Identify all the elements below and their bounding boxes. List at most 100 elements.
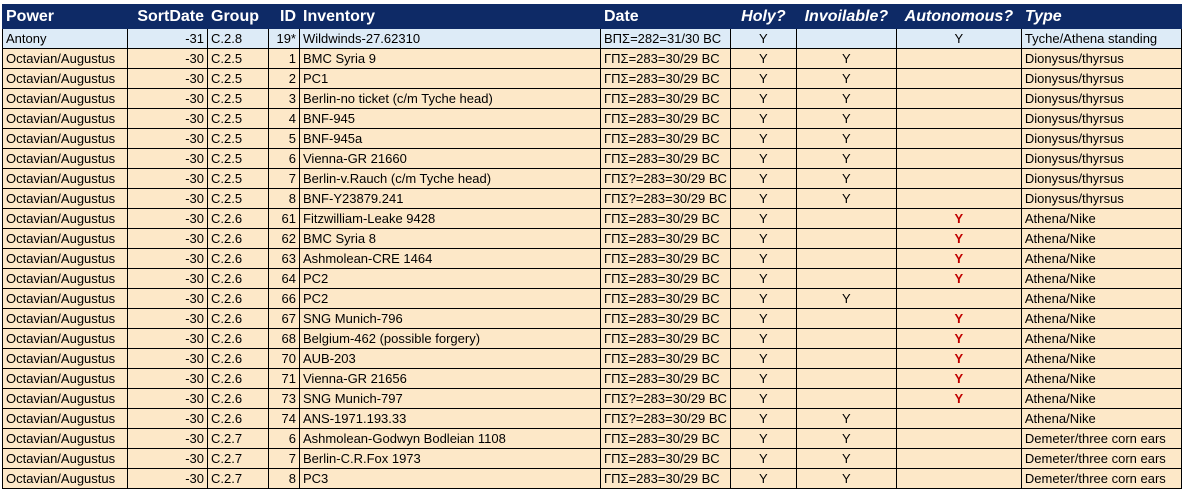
cell-inventory[interactable]: Wildwinds-27.62310 xyxy=(299,28,601,49)
cell-power[interactable]: Octavian/Augustus xyxy=(2,368,128,389)
cell-type[interactable]: Athena/Nike xyxy=(1020,268,1182,289)
cell-type[interactable]: Dionysus/thyrsus xyxy=(1020,48,1182,69)
cell-group[interactable]: C.2.5 xyxy=(207,148,269,169)
cell-type[interactable]: Athena/Nike xyxy=(1020,368,1182,389)
cell-invoilable[interactable] xyxy=(795,208,897,229)
cell-type[interactable]: Athena/Nike xyxy=(1020,408,1182,429)
cell-sortdate[interactable]: -30 xyxy=(127,208,208,229)
cell-group[interactable]: C.2.6 xyxy=(207,208,269,229)
header-id[interactable]: ID xyxy=(268,4,300,29)
cell-group[interactable]: C.2.6 xyxy=(207,268,269,289)
cell-sortdate[interactable]: -30 xyxy=(127,188,208,209)
cell-group[interactable]: C.2.7 xyxy=(207,468,269,489)
cell-sortdate[interactable]: -30 xyxy=(127,468,208,489)
cell-invoilable[interactable] xyxy=(795,248,897,269)
cell-autonomous[interactable] xyxy=(895,128,1022,149)
cell-type[interactable]: Athena/Nike xyxy=(1020,288,1182,309)
cell-power[interactable]: Octavian/Augustus xyxy=(2,108,128,129)
cell-inventory[interactable]: Berlin-C.R.Fox 1973 xyxy=(299,448,601,469)
cell-autonomous[interactable]: Y xyxy=(895,208,1022,229)
cell-invoilable[interactable]: Y xyxy=(795,168,897,189)
header-type[interactable]: Type xyxy=(1020,4,1182,29)
cell-type[interactable]: Dionysus/thyrsus xyxy=(1020,128,1182,149)
cell-inventory[interactable]: PC2 xyxy=(299,288,601,309)
cell-invoilable[interactable] xyxy=(795,308,897,329)
cell-holy[interactable]: Y xyxy=(729,188,797,209)
cell-date[interactable]: ΒΠΣ=282=31/30 BC xyxy=(600,28,731,49)
cell-type[interactable]: Demeter/three corn ears xyxy=(1020,448,1182,469)
cell-autonomous[interactable]: Y xyxy=(895,268,1022,289)
cell-inventory[interactable]: BNF-945 xyxy=(299,108,601,129)
cell-invoilable[interactable]: Y xyxy=(795,48,897,69)
cell-date[interactable]: ΓΠΣ=283=30/29 BC xyxy=(600,368,731,389)
cell-power[interactable]: Octavian/Augustus xyxy=(2,308,128,329)
cell-autonomous[interactable] xyxy=(895,188,1022,209)
cell-autonomous[interactable] xyxy=(895,88,1022,109)
cell-sortdate[interactable]: -30 xyxy=(127,228,208,249)
cell-id[interactable]: 71 xyxy=(268,368,300,389)
cell-power[interactable]: Antony xyxy=(2,28,128,49)
cell-group[interactable]: C.2.6 xyxy=(207,288,269,309)
cell-group[interactable]: C.2.6 xyxy=(207,248,269,269)
cell-sortdate[interactable]: -30 xyxy=(127,448,208,469)
cell-power[interactable]: Octavian/Augustus xyxy=(2,408,128,429)
cell-type[interactable]: Athena/Nike xyxy=(1020,308,1182,329)
header-invoilable[interactable]: Invoilable? xyxy=(795,4,897,29)
cell-date[interactable]: ΓΠΣ=283=30/29 BC xyxy=(600,448,731,469)
cell-sortdate[interactable]: -30 xyxy=(127,168,208,189)
cell-id[interactable]: 8 xyxy=(268,188,300,209)
cell-autonomous[interactable] xyxy=(895,448,1022,469)
cell-inventory[interactable]: ANS-1971.193.33 xyxy=(299,408,601,429)
cell-group[interactable]: C.2.6 xyxy=(207,348,269,369)
cell-holy[interactable]: Y xyxy=(729,388,797,409)
cell-sortdate[interactable]: -30 xyxy=(127,368,208,389)
cell-id[interactable]: 7 xyxy=(268,168,300,189)
cell-group[interactable]: C.2.6 xyxy=(207,368,269,389)
cell-type[interactable]: Demeter/three corn ears xyxy=(1020,468,1182,489)
cell-inventory[interactable]: Vienna-GR 21660 xyxy=(299,148,601,169)
cell-power[interactable]: Octavian/Augustus xyxy=(2,388,128,409)
header-group[interactable]: Group xyxy=(207,4,269,29)
cell-sortdate[interactable]: -30 xyxy=(127,68,208,89)
cell-type[interactable]: Dionysus/thyrsus xyxy=(1020,88,1182,109)
cell-group[interactable]: C.2.5 xyxy=(207,168,269,189)
cell-power[interactable]: Octavian/Augustus xyxy=(2,268,128,289)
cell-holy[interactable]: Y xyxy=(729,208,797,229)
cell-holy[interactable]: Y xyxy=(729,48,797,69)
cell-type[interactable]: Athena/Nike xyxy=(1020,208,1182,229)
cell-date[interactable]: ΓΠΣ=283=30/29 BC xyxy=(600,288,731,309)
cell-date[interactable]: ΓΠΣ?=283=30/29 BC xyxy=(600,408,731,429)
cell-type[interactable]: Athena/Nike xyxy=(1020,248,1182,269)
cell-type[interactable]: Tyche/Athena standing xyxy=(1020,28,1182,49)
cell-inventory[interactable]: PC2 xyxy=(299,268,601,289)
cell-autonomous[interactable]: Y xyxy=(895,28,1022,49)
cell-power[interactable]: Octavian/Augustus xyxy=(2,88,128,109)
cell-holy[interactable]: Y xyxy=(729,108,797,129)
cell-invoilable[interactable] xyxy=(795,348,897,369)
cell-invoilable[interactable]: Y xyxy=(795,108,897,129)
cell-type[interactable]: Demeter/three corn ears xyxy=(1020,428,1182,449)
cell-holy[interactable]: Y xyxy=(729,348,797,369)
cell-date[interactable]: ΓΠΣ?=283=30/29 BC xyxy=(600,168,731,189)
cell-invoilable[interactable] xyxy=(795,368,897,389)
cell-sortdate[interactable]: -30 xyxy=(127,88,208,109)
cell-inventory[interactable]: Ashmolean-CRE 1464 xyxy=(299,248,601,269)
cell-autonomous[interactable]: Y xyxy=(895,348,1022,369)
cell-date[interactable]: ΓΠΣ=283=30/29 BC xyxy=(600,128,731,149)
cell-invoilable[interactable] xyxy=(795,328,897,349)
cell-invoilable[interactable]: Y xyxy=(795,408,897,429)
cell-power[interactable]: Octavian/Augustus xyxy=(2,168,128,189)
cell-id[interactable]: 6 xyxy=(268,428,300,449)
cell-date[interactable]: ΓΠΣ=283=30/29 BC xyxy=(600,308,731,329)
cell-type[interactable]: Athena/Nike xyxy=(1020,228,1182,249)
cell-date[interactable]: ΓΠΣ=283=30/29 BC xyxy=(600,428,731,449)
cell-holy[interactable]: Y xyxy=(729,308,797,329)
cell-power[interactable]: Octavian/Augustus xyxy=(2,248,128,269)
cell-date[interactable]: ΓΠΣ=283=30/29 BC xyxy=(600,148,731,169)
cell-invoilable[interactable] xyxy=(795,268,897,289)
cell-type[interactable]: Athena/Nike xyxy=(1020,328,1182,349)
cell-sortdate[interactable]: -30 xyxy=(127,148,208,169)
cell-date[interactable]: ΓΠΣ=283=30/29 BC xyxy=(600,208,731,229)
cell-holy[interactable]: Y xyxy=(729,448,797,469)
cell-type[interactable]: Dionysus/thyrsus xyxy=(1020,188,1182,209)
